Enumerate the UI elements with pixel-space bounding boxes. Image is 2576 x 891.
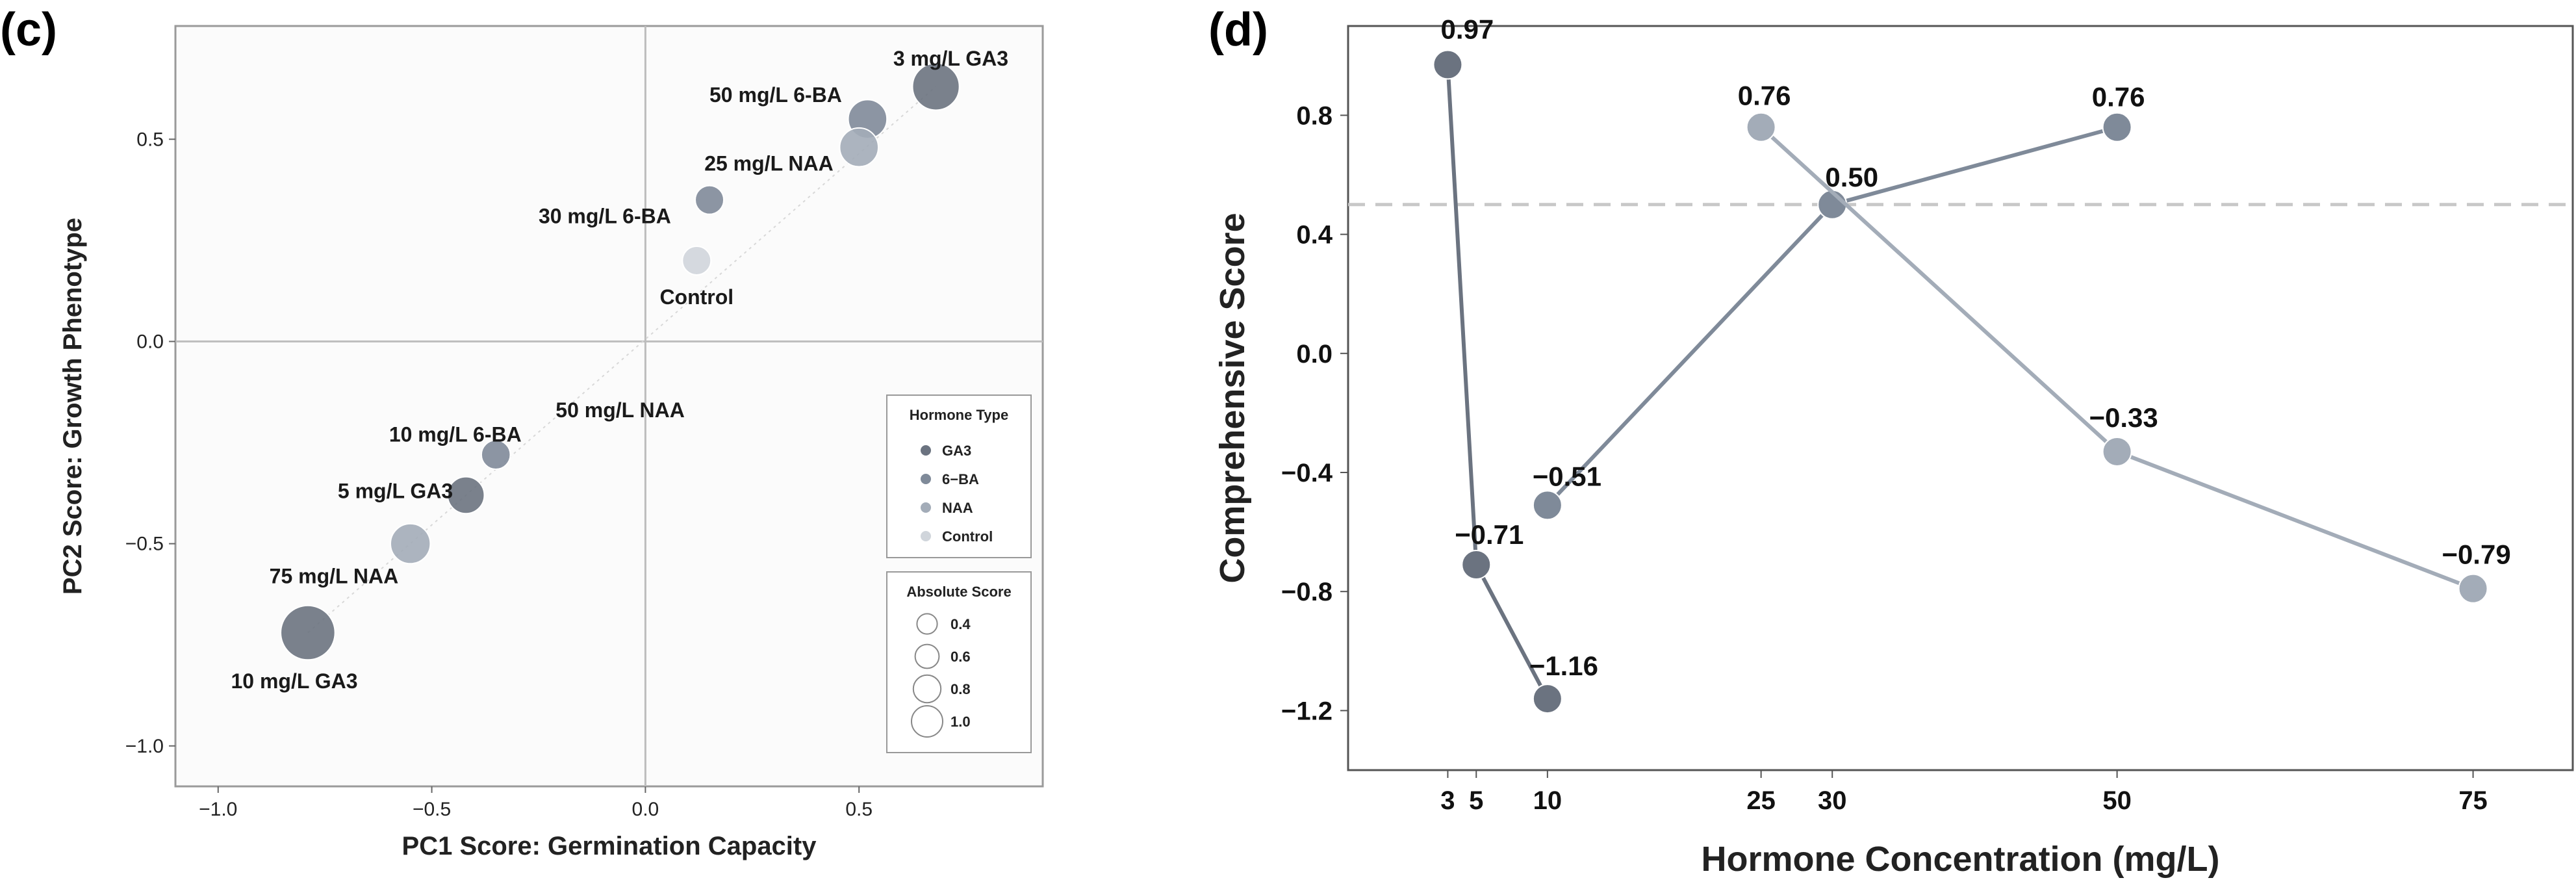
x-tick-label-c: −0.5 [413,799,451,820]
y-axis-title-d: Comprehensive Score [1213,213,1252,583]
legend-size-label-0-8: 0.8 [950,681,971,697]
panel-c-label: (c) [0,4,57,56]
data-label-6-ba: −0.51 [1533,461,1601,491]
legend-hormone-box [886,394,1032,558]
y-tick-label-c: 0.5 [136,129,164,150]
y-tick-label-c: 0.0 [136,331,164,352]
x-tick-label-d: 10 [1533,786,1562,815]
data-label-6-ba: 0.76 [2092,82,2145,112]
x-tick-label-d: 75 [2458,786,2488,815]
x-tick-label-d: 30 [1818,786,1847,815]
point-75-mg-l-naa [389,523,431,565]
point-label-30-mg-l-6-ba: 30 mg/L 6-BA [539,205,671,228]
legend-label-naa: NAA [942,500,973,516]
point-label-50-mg-l-naa: 50 mg/L NAA [555,398,685,422]
legend-swatch-6-ba [921,474,931,484]
panel-d-line: 0.8 0.4 0.0 −0.4 −0.8 −1.2 3 5 10 25 30 50 75 Hormone… [1213,14,2574,879]
panel-d-label: (d) [1208,4,1268,56]
data-label-ga3: 0.97 [1441,14,1494,45]
point-25-mg-l-naa [839,127,880,168]
point-label-75-mg-l-naa: 75 mg/L NAA [270,564,399,588]
point-10-mg-l-6-ba [480,439,511,470]
panel-c-scatter: −1.0 −0.5 0.0 0.5 −1.0 −0.5 0.0 0.5 PC1 Score: G… [58,25,1044,860]
point-label-10-mg-l-6-ba: 10 mg/L 6-BA [389,423,522,446]
plot-frame-d [1347,25,2574,771]
x-axis-title-c: PC1 Score: Germination Capacity [402,832,817,860]
y-tick-label-d: 0.0 [1296,340,1333,368]
x-tick-label-d: 5 [1469,786,1483,815]
legend-swatch-ga3 [921,445,931,456]
legend-size-title: Absolute Score [906,584,1011,600]
legend-size-circle-0-6 [914,643,940,669]
x-tick-label-c: 0.0 [632,799,659,820]
legend-swatch-naa [921,502,931,513]
point-label-3-mg-l-ga3: 3 mg/L GA3 [893,47,1008,70]
point-3-mg-l-ga3 [912,62,960,111]
point-control [682,245,712,276]
x-tick-label-d: 25 [1746,786,1776,815]
x-tick-label-d: 3 [1440,786,1455,815]
data-point-ga3 [1433,49,1463,80]
data-point-ga3 [1461,549,1492,580]
legend-size-circle-0-8 [912,674,942,704]
legend-size-label-0-4: 0.4 [950,616,971,632]
y-tick-label-d: 0.8 [1296,101,1333,130]
point-label-5-mg-l-ga3: 5 mg/L GA3 [338,480,453,503]
data-point-naa [2458,573,2488,604]
x-tick-label-d: 50 [2102,786,2132,815]
legend-size-label-0-6: 0.6 [950,649,971,665]
y-tick-label-d: 0.4 [1296,221,1333,250]
x-axis-title-d: Hormone Concentration (mg/L) [1702,840,2220,879]
legend-size-label-1-0: 1.0 [950,714,971,730]
data-point-naa [2102,436,2132,467]
legend-label-6-ba: 6−BA [942,471,979,487]
x-tick-label-c: 0.5 [845,799,873,820]
point-5-mg-l-ga3 [446,476,485,515]
data-point-6-ba [2102,112,2132,142]
point-label-25-mg-l-naa: 25 mg/L NAA [704,152,834,175]
legend-hormone-title: Hormone Type [910,407,1008,423]
legend-label-control: Control [942,528,993,545]
data-label-ga3: −0.71 [1455,519,1524,550]
y-axis-title-c: PC2 Score: Growth Phenotype [58,218,87,595]
legend-size-box [886,571,1032,753]
point-30-mg-l-6-ba [695,185,725,215]
legend-size-circle-1-0 [911,705,943,738]
y-tick-label-c: −1.0 [125,736,164,757]
y-tick-label-d: −0.8 [1281,578,1333,606]
y-tick-label-d: −1.2 [1281,697,1333,725]
data-label-naa: −0.33 [2089,402,2158,433]
data-label-ga3: −1.16 [1529,651,1598,681]
data-point-6-ba [1532,490,1562,521]
data-point-naa [1746,112,1776,142]
data-point-ga3 [1532,684,1562,714]
point-label-50-mg-l-6-ba: 50 mg/L 6-BA [709,83,842,107]
data-label-naa: −0.79 [2442,539,2510,570]
y-tick-label-c: −0.5 [125,534,164,555]
point-10-mg-l-ga3 [280,604,336,661]
point-label-control: Control [659,285,733,309]
legend-label-ga3: GA3 [942,443,971,459]
legend-swatch-control [921,531,931,541]
x-tick-label-c: −1.0 [199,799,237,820]
point-label-10-mg-l-ga3: 10 mg/L GA3 [231,669,357,693]
legend-size-circle-0-4 [916,613,938,635]
data-label-6-ba: 0.50 [1825,162,1878,192]
y-tick-label-d: −0.4 [1281,459,1333,487]
data-label-naa: 0.76 [1738,81,1791,111]
